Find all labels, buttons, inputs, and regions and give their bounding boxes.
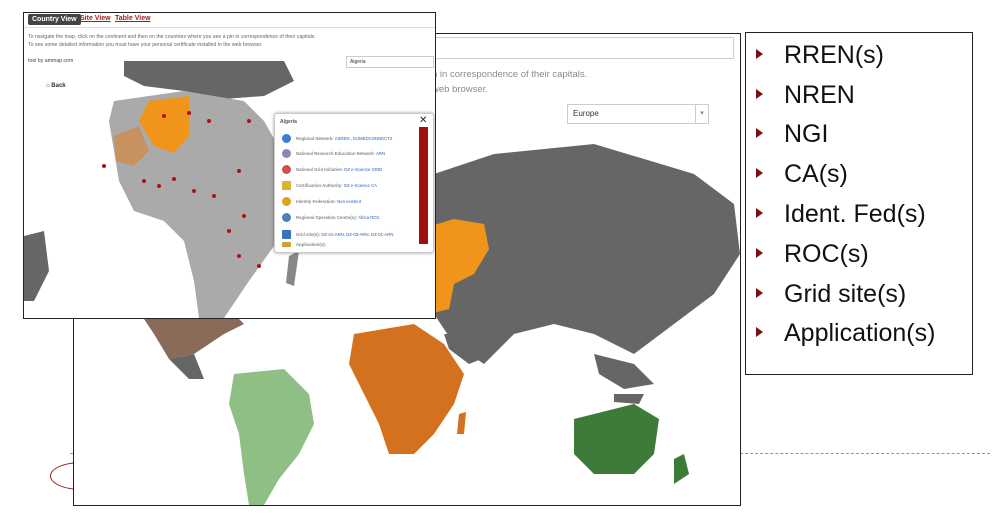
row-value[interactable]: Non existent [337,199,361,204]
tab-country-view[interactable]: Country View [28,14,81,25]
bullet-triangle-icon [756,168,763,178]
row-value[interactable]: DZ-01-ARN, DZ-03-ARN, DZ-01-ARN [321,232,394,237]
instruction-text: n in correspondence of their capitals. [432,69,588,80]
row-value[interactable]: ARN [376,151,386,156]
new-guinea-region [614,394,644,404]
africa-region [349,324,464,454]
middle-east-region [444,334,494,364]
tab-bar: Country View Site View Table View [24,13,435,28]
roc-icon [282,213,291,222]
row-value[interactable]: Africa ROC [358,215,380,220]
list-item-label: Ident. Fed(s) [784,200,926,228]
list-item-label: RREN(s) [784,41,884,69]
west-africa-highlight [114,126,149,166]
popup-row-grid-sites: Grid site(s): DZ-01-ARN, DZ-03-ARN, DZ-0… [282,230,417,242]
back-label: Back [51,83,66,89]
country-select-value: Algeria [350,59,366,65]
bullet-triangle-icon [756,327,763,337]
madagascar-region [286,251,299,286]
south-america-region [24,231,49,301]
popup-row-roc: Regional Operation Centre(s): Africa ROC [282,213,417,225]
central-america-region [169,354,204,379]
asia-region [404,144,740,364]
list-item-label: NGI [784,120,829,148]
bullet-triangle-icon [756,89,763,99]
list-item-label: Application(s) [784,319,936,347]
popup-row-regional-network: Regional Network: ASREN , EUMEDCONNECT2 [282,134,417,146]
southeast-asia-region [594,354,654,389]
list-item-label: Grid site(s) [784,280,907,308]
list-item-label: NREN [784,81,855,109]
popup-title: Algeria [280,119,297,125]
row-label: Regional Network: [296,136,334,141]
country-info-popup: Algeria ✕ Regional Network: ASREN , EUME… [274,113,434,253]
row-label: Regional Operation Centre(s): [296,215,358,220]
new-zealand-region [674,454,689,484]
instruction-text: web browser. [432,84,488,95]
europe-region [124,61,294,99]
certificate-icon [282,181,291,190]
grid-icon [282,165,291,174]
country-select[interactable]: Algeria [346,56,434,68]
row-value[interactable]: DZ e-Science GRID [344,167,383,172]
bullet-triangle-icon [756,208,763,218]
instruction-text: To navigate the map, click on the contin… [28,34,316,40]
bullet-triangle-icon [756,248,763,258]
divider-line [740,453,990,454]
instruction-text: To see some detailed information you mus… [28,42,263,48]
region-select[interactable]: Europe ▾ [567,104,709,124]
globe-icon [282,134,291,143]
popup-row-ngi: National Grid Initiative: DZ e-Science G… [282,165,417,177]
row-value[interactable]: DZ e-Science CA [343,183,378,188]
tab-table-view[interactable]: Table View [115,15,151,22]
id-icon [282,197,291,206]
list-item-label: ROC(s) [784,240,869,268]
chevron-down-icon: ▾ [695,105,708,123]
bullet-triangle-icon [756,128,763,138]
row-label: Application(s): [296,242,327,247]
pin-markers [102,111,261,268]
algeria-highlight [139,96,189,153]
back-button[interactable]: ⌂ Back [46,83,66,89]
bullet-triangle-icon [756,288,763,298]
australia-region [574,404,659,474]
popup-row-applications: Application(s): [282,240,417,252]
legend-list-box: RREN(s) NREN NGI CA(s) Ident. Fed(s) ROC… [745,32,973,375]
row-label: National Research Education Network: [296,151,376,156]
close-icon[interactable]: ✕ [419,115,428,126]
tab-site-view[interactable]: Site View [80,15,111,22]
popup-row-ca: Certification Authority: DZ e-Science CA [282,181,417,193]
row-label: Grid site(s): [296,232,321,237]
world-map[interactable] [74,34,740,505]
country-view-window: Country View Site View Table View To nav… [23,12,436,319]
popup-row-nren: National Research Education Network: ARN [282,149,417,161]
tool-credit: tool by ammap.com [28,58,74,64]
network-icon [282,149,291,158]
region-select-value: Europe [573,109,599,118]
popup-row-identity-federation: Identity Federation: Non existent [282,197,417,209]
madagascar-region [457,412,466,434]
popup-scrollbar[interactable] [419,127,428,244]
row-label: Identity Federation: [296,199,336,204]
list-item-label: CA(s) [784,160,848,188]
south-america-region [229,369,314,505]
row-label: Certification Authority: [296,183,343,188]
row-label: National Grid Initiative: [296,167,344,172]
africa-map[interactable] [24,61,435,318]
app-icon [282,242,291,247]
row-value[interactable]: ASREN , EUMEDCONNECT2 [334,136,393,141]
server-icon [282,230,291,239]
bullet-triangle-icon [756,49,763,59]
